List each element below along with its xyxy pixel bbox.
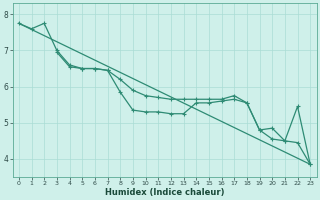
X-axis label: Humidex (Indice chaleur): Humidex (Indice chaleur) (105, 188, 224, 197)
